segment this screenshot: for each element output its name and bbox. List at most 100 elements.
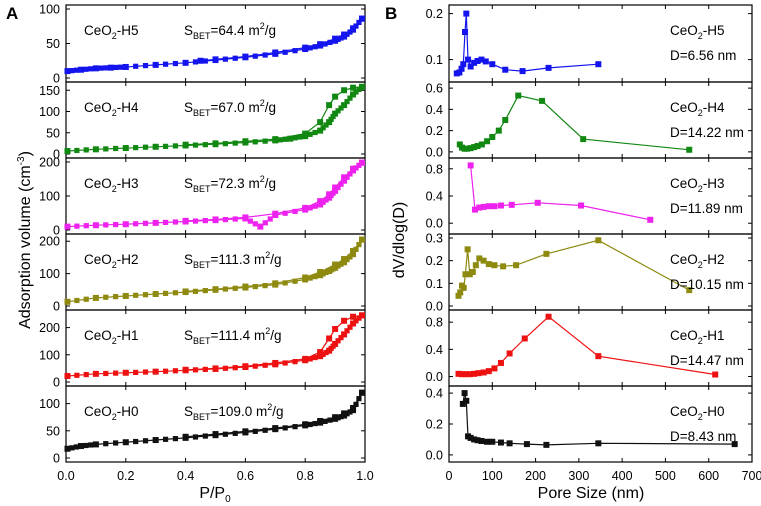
panel-a-sbet-sup: 2 bbox=[265, 326, 270, 336]
panel-a-adsorption-point bbox=[317, 272, 323, 278]
panel-a-desorption-point bbox=[341, 317, 348, 324]
panel-b-points-point bbox=[523, 441, 530, 448]
panel-a-desorption-point bbox=[272, 359, 279, 366]
panel-a-adsorption-point bbox=[152, 62, 159, 68]
panel-a-sample-main: CeO bbox=[84, 100, 112, 115]
panel-a-adsorption-point bbox=[341, 331, 347, 338]
panel-a-adsorption-point bbox=[142, 62, 149, 69]
panel-a-adsorption-point bbox=[307, 421, 313, 428]
panel-a-desorption-point bbox=[341, 174, 348, 181]
panel-a-sample-main: CeO bbox=[84, 176, 112, 191]
panel-a-adsorption-point bbox=[332, 265, 338, 271]
panel-a-adsorption-point bbox=[222, 286, 228, 292]
panel-a-adsorption-point bbox=[88, 442, 94, 448]
panel-a-desorption-point bbox=[272, 136, 279, 143]
panel-a-adsorption-point bbox=[277, 137, 283, 143]
panel-b-sample-label: CeO2-H5 bbox=[670, 23, 725, 41]
panel-a-adsorption-point bbox=[232, 55, 238, 61]
panel-b-sample-main: CeO bbox=[670, 328, 698, 343]
panel-a-adsorption-point bbox=[332, 341, 338, 347]
panel-b-points-point bbox=[471, 206, 478, 213]
panel-a-sbet-unit: /g bbox=[265, 23, 276, 38]
panel-a-adsorption-point bbox=[350, 321, 356, 327]
panel-a-sample-tail: -H5 bbox=[117, 23, 139, 38]
panel-a-sample-label: CeO2-H4 bbox=[84, 100, 139, 118]
panel-a-adsorption-point bbox=[332, 188, 338, 194]
panel-a-adsorption-point bbox=[232, 140, 238, 146]
panel-a-ytick-label: 200 bbox=[39, 235, 60, 249]
panel-a-adsorption-point bbox=[232, 216, 238, 222]
panel-a-ytick-label: 50 bbox=[46, 37, 60, 51]
panel-a-xtick-label: 0.6 bbox=[237, 469, 254, 483]
panel-a-adsorption-point bbox=[123, 64, 129, 70]
panel-b-points-point bbox=[476, 255, 483, 262]
panel-a-desorption-point bbox=[326, 335, 333, 342]
panel-b-points-point bbox=[462, 29, 469, 35]
panel-a-sample-label: CeO2-H0 bbox=[84, 404, 139, 422]
panel-b-points-point bbox=[506, 350, 513, 357]
panel-a-sbet-sub: BET bbox=[193, 184, 211, 194]
panel-a-sample-sub: 2 bbox=[112, 184, 117, 194]
panel-a-adsorption-point bbox=[142, 292, 149, 298]
panel-a-sample-sub: 2 bbox=[112, 260, 117, 270]
panel-a-adsorption-point bbox=[64, 223, 71, 230]
panel-b-points-point bbox=[485, 368, 492, 375]
panel-a-adsorption-point bbox=[356, 315, 362, 321]
panel-b-sample-label: CeO2-H4 bbox=[670, 100, 725, 118]
panel-a-ytick-label: 0 bbox=[53, 148, 60, 162]
panel-b-subplot-3: 0.0 0.1 0.2 0.3 CeO2-H2 D=10.15 nm bbox=[426, 232, 753, 314]
panel-b-points-point bbox=[485, 261, 492, 268]
panel-b-points-point bbox=[462, 371, 469, 378]
panel-a-adsorption-point bbox=[64, 445, 71, 452]
panel-a-adsorption-point bbox=[341, 102, 347, 108]
panel-a-adsorption-point bbox=[122, 293, 129, 299]
panel-b-xtick-label: 200 bbox=[525, 469, 546, 483]
panel-b-points-point bbox=[534, 199, 541, 206]
panel-a-desorption-point bbox=[242, 363, 249, 370]
panel-b-diameter-label: D=11.89 nm bbox=[670, 201, 743, 216]
panel-a-adsorption-point bbox=[312, 203, 318, 209]
panel-letter-a: A bbox=[6, 4, 18, 23]
panel-a-adsorption-point bbox=[267, 216, 273, 222]
panel-b-points-point bbox=[478, 438, 485, 444]
panel-b-points-point bbox=[545, 313, 552, 320]
panel-a-desorption-point bbox=[350, 165, 357, 172]
panel-b-points-point bbox=[462, 271, 469, 278]
panel-b-points-point bbox=[474, 437, 481, 444]
panel-b-points-point bbox=[485, 203, 492, 210]
panel-b-points-point bbox=[476, 204, 483, 211]
panel-a-adsorption-point bbox=[122, 439, 129, 445]
panel-a-adsorption-point bbox=[222, 216, 228, 223]
panel-b-points-point bbox=[686, 146, 693, 153]
panel-a-adsorption-point bbox=[312, 129, 318, 136]
panel-a-adsorption-point bbox=[262, 220, 268, 226]
panel-a-adsorption-point bbox=[133, 369, 139, 375]
panel-a-adsorption-point bbox=[307, 45, 313, 51]
panel-a-desorption-point bbox=[332, 184, 339, 191]
panel-b-points-point bbox=[647, 216, 654, 223]
panel-a-adsorption-point bbox=[317, 353, 323, 359]
panel-b-points-point bbox=[461, 390, 468, 397]
panel-a-adsorption-point bbox=[93, 441, 99, 448]
panel-b-ytick-label: 0.2 bbox=[426, 418, 443, 432]
panel-a-desorption-point bbox=[242, 214, 249, 221]
panel-a-desorption-point bbox=[182, 288, 189, 295]
panel-b-xtick-label: 100 bbox=[482, 469, 503, 483]
panel-b-ytick-label: 0.4 bbox=[426, 343, 443, 357]
panel-a-ytick-label: 50 bbox=[46, 424, 60, 438]
panel-b-points-point bbox=[460, 284, 467, 291]
panel-a-adsorption-point bbox=[122, 370, 129, 376]
panel-a-desorption-point bbox=[341, 256, 348, 263]
panel-a-adsorption-point bbox=[338, 414, 344, 420]
panel-a-sample-main: CeO bbox=[84, 252, 112, 267]
panel-a-ytick-label: 0 bbox=[53, 452, 60, 466]
panel-a-desorption-line bbox=[185, 392, 363, 438]
panel-b-xtick-label: 600 bbox=[698, 469, 719, 483]
panel-a-adsorption-point bbox=[292, 135, 298, 141]
panel-a-adsorption-point bbox=[172, 290, 179, 296]
panel-a-desorption-point bbox=[332, 261, 339, 268]
panel-a-sbet-s: S bbox=[184, 328, 193, 343]
panel-a-desorption-point bbox=[272, 280, 279, 287]
panel-b-sample-tail: -H5 bbox=[703, 23, 725, 38]
